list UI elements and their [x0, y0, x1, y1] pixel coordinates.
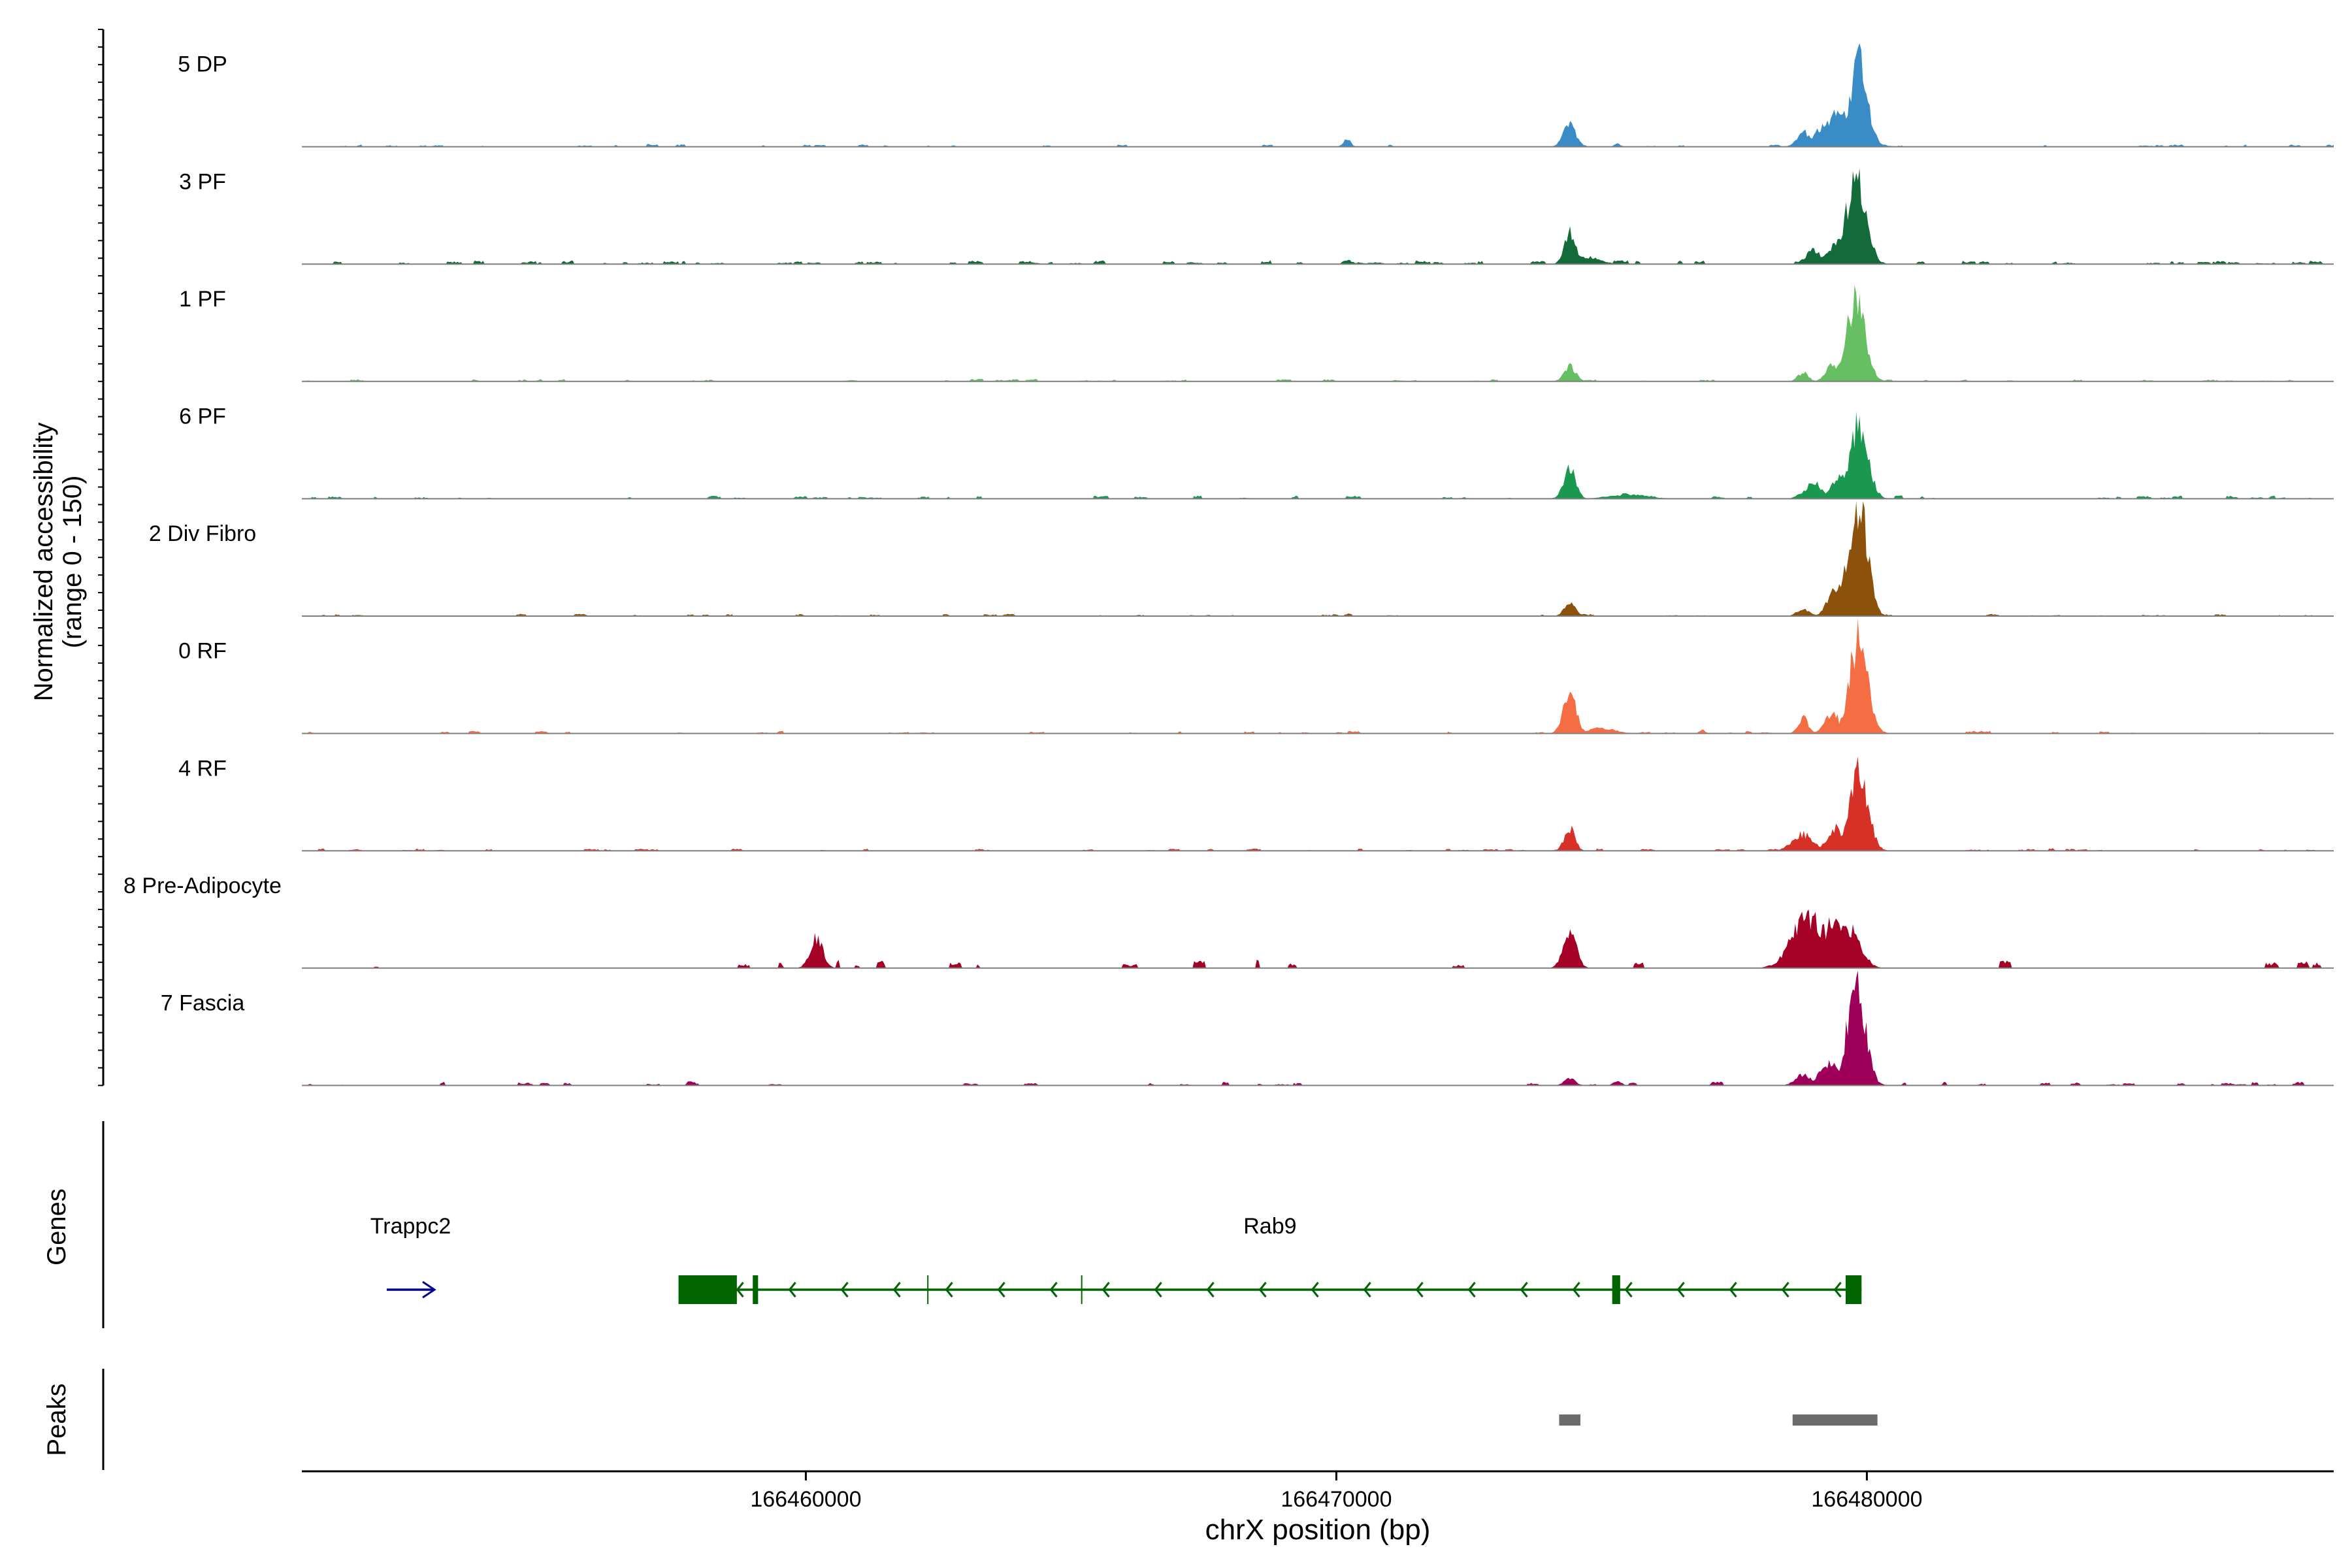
strand-arrow: [1624, 1282, 1633, 1298]
strand-arrow: [1363, 1282, 1371, 1298]
strand-arrow: [840, 1282, 849, 1298]
track-label: 0 RF: [178, 639, 227, 664]
track-label: 7 Fascia: [161, 991, 245, 1016]
track-label: 1 PF: [179, 287, 226, 312]
exon: [1612, 1275, 1620, 1304]
strand-arrow: [1729, 1282, 1737, 1298]
x-axis-tick-label: 166480000: [1811, 1487, 1922, 1512]
track: 5 DP: [178, 43, 2334, 148]
track-label: 2 Div Fibro: [149, 521, 256, 546]
track-coverage-area: [302, 970, 2334, 1086]
track-coverage-area: [302, 501, 2334, 616]
strand-arrow: [1206, 1282, 1215, 1298]
gene-model: Rab9: [678, 1214, 1862, 1304]
track-label: 3 PF: [179, 169, 226, 194]
track: 7 Fascia: [161, 970, 2334, 1086]
strand-arrow: [1781, 1282, 1789, 1298]
peak-region: [1559, 1414, 1580, 1426]
strand-arrow: [1154, 1282, 1162, 1298]
strand-arrow: [736, 1282, 744, 1298]
strand-arrow: [1311, 1282, 1319, 1298]
x-axis-ticks: 166460000 166470000 166480000: [750, 1471, 1923, 1512]
track: 4 RF: [178, 756, 2334, 852]
x-axis-tick-label: 166460000: [750, 1487, 861, 1512]
strand-arrow: [1833, 1282, 1842, 1298]
track-label: 8 Pre-Adipocyte: [123, 874, 282, 898]
strand-arrow: [1415, 1282, 1424, 1298]
genes-panel: Genes Trappc2 Rab9: [42, 1121, 1862, 1328]
peaks-panel-title: Peaks: [42, 1383, 71, 1456]
peaks-panel: Peaks: [42, 1369, 1878, 1470]
gene-label: Rab9: [1243, 1214, 1296, 1239]
track-label: 5 DP: [178, 52, 227, 77]
track: 0 RF: [178, 619, 2334, 734]
track: 2 Div Fibro: [149, 501, 2334, 617]
x-axis: 166460000 166470000 166480000 chrX positio…: [302, 1470, 2334, 1546]
gene-models: Trappc2 Rab9: [370, 1214, 1862, 1304]
strand-arrow: [892, 1282, 901, 1298]
strand-arrow: [1049, 1282, 1058, 1298]
exon: [678, 1275, 737, 1304]
track-coverage-area: [302, 909, 2334, 968]
track-coverage-area: [302, 619, 2334, 734]
track: 1 PF: [179, 284, 2334, 382]
peak-region: [1792, 1414, 1878, 1426]
strand-arrow: [945, 1282, 953, 1298]
strand-arrow: [788, 1282, 796, 1298]
gene-model: Trappc2: [370, 1214, 451, 1299]
strand-arrow: [1258, 1282, 1267, 1298]
track-coverage-area: [302, 168, 2334, 265]
track-label: 4 RF: [178, 756, 227, 781]
track-label: 6 PF: [179, 404, 226, 429]
strand-arrow: [1676, 1282, 1685, 1298]
exon: [1845, 1275, 1862, 1304]
track: 3 PF: [179, 168, 2334, 265]
x-axis-title: chrX position (bp): [1205, 1514, 1431, 1546]
strand-arrow: [1572, 1282, 1580, 1298]
y-axis-range: (range 0 - 150): [58, 476, 87, 649]
x-axis-tick-label: 166470000: [1281, 1487, 1392, 1512]
peak-regions: [1559, 1414, 1878, 1426]
strand-arrow: [422, 1281, 436, 1299]
strand-arrow: [1102, 1282, 1110, 1298]
strand-arrow: [997, 1282, 1005, 1298]
coverage-y-axis: [98, 29, 105, 1086]
track-coverage-area: [302, 756, 2334, 851]
genes-panel-title: Genes: [42, 1188, 71, 1266]
track-coverage-area: [302, 284, 2334, 382]
track: 8 Pre-Adipocyte: [123, 874, 2334, 969]
gene-label: Trappc2: [370, 1214, 451, 1239]
strand-arrow: [1467, 1282, 1476, 1298]
track: 6 PF: [179, 404, 2334, 500]
track-coverage-area: [302, 43, 2334, 147]
strand-arrow: [1520, 1282, 1528, 1298]
exon: [753, 1275, 759, 1304]
coverage-tracks: 5 DP 3 PF 1 PF 6 PF 2 Div Fibro 0 RF 4 RF 8 Pre…: [123, 43, 2334, 1086]
track-coverage-area: [302, 412, 2334, 499]
y-axis-title: Normalized accessibility: [29, 423, 58, 702]
